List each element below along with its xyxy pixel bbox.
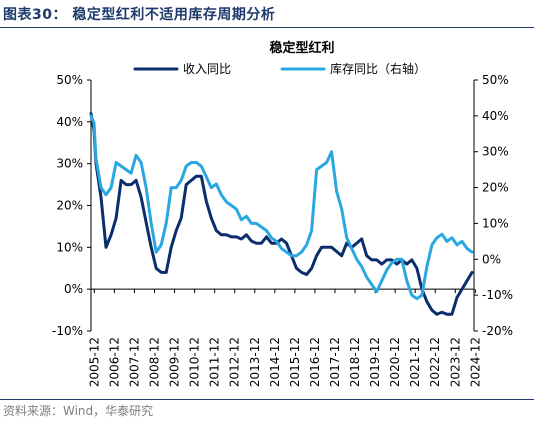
x-tick-label: 2022-12 [428,337,442,387]
x-tick-label: 2024-12 [468,337,482,387]
source-note: 资料来源：Wind，华泰研究 [3,404,154,418]
figure-caption: 稳定型红利不适用库存周期分析 [72,7,276,23]
x-tick-label: 2015-12 [288,337,302,387]
legend-label-revenue: 收入同比 [183,62,231,76]
series-line-revenue [89,112,474,316]
x-tick-label: 2014-12 [268,337,282,387]
x-tick-label: 2013-12 [248,337,262,387]
figure-title: 图表30： 稳定型红利不适用库存周期分析 [3,4,275,24]
axes: -10% 0% 10% 20% 30% 40% 50% -20% -10% 0% 10% 20% 30%… [52,73,513,387]
right-tick-label: 40% [482,109,509,123]
x-tick-label: 2011-12 [208,337,222,387]
right-tick-label: -20% [482,324,513,338]
x-tick-label: 2007-12 [127,337,141,387]
x-tick-label: 2005-12 [87,337,101,387]
left-tick-label: 40% [56,115,83,129]
left-tick-label: 50% [56,73,83,87]
x-tick-label: 2023-12 [448,337,462,387]
x-tick-label: 2008-12 [147,337,161,387]
right-tick-label: 0% [482,252,501,266]
x-tick-label: 2010-12 [188,337,202,387]
header-rule [0,27,534,28]
x-tick-label: 2020-12 [388,337,402,387]
right-tick-label: 20% [482,181,509,195]
right-tick-label: 50% [482,73,509,87]
x-tick-label: 2016-12 [308,337,322,387]
left-tick-label: -10% [52,324,83,338]
legend-label-inventory: 库存同比（右轴） [330,61,426,76]
left-tick-label: 30% [56,157,83,171]
right-tick-label: 30% [482,145,509,159]
left-tick-label: 0% [64,282,83,296]
chart-title: 稳定型红利 [269,40,334,56]
right-tick-label: -10% [482,288,513,302]
x-tick-label: 2017-12 [328,337,342,387]
right-tick-label: 10% [482,216,509,230]
left-tick-label: 10% [56,240,83,254]
series-layer [89,112,474,316]
footer-rule [0,399,534,400]
x-tick-label: 2021-12 [408,337,422,387]
x-tick-label: 2012-12 [228,337,242,387]
figure-label: 图表30： [3,7,67,23]
left-tick-label: 20% [56,199,83,213]
series-line-inventory [89,114,474,301]
x-tick-label: 2009-12 [168,337,182,387]
x-tick-label: 2006-12 [107,337,121,387]
x-tick-label: 2018-12 [348,337,362,387]
legend: 收入同比 库存同比（右轴） [133,61,426,76]
x-tick-label: 2019-12 [368,337,382,387]
